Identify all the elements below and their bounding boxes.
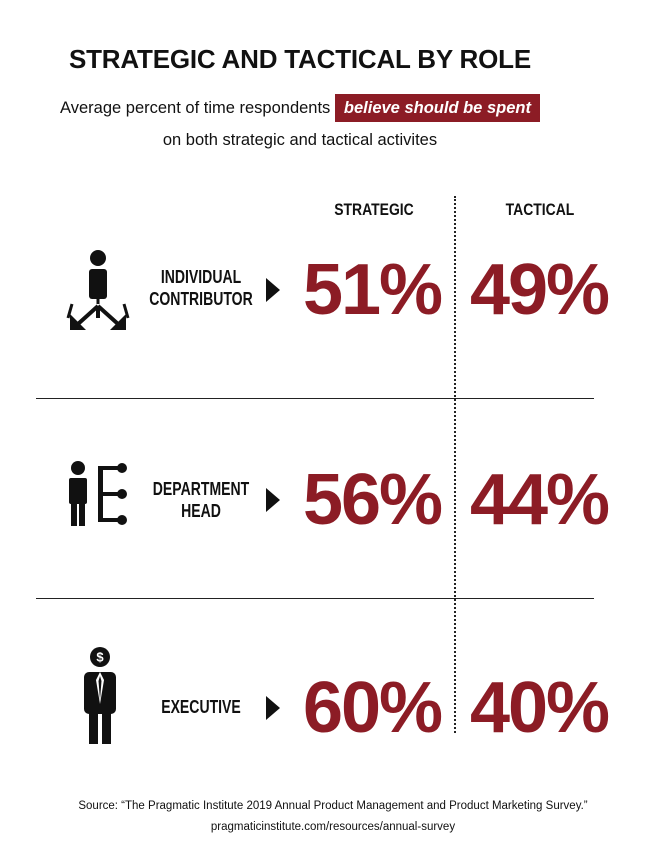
subtitle-highlight: believe should be spent — [334, 94, 540, 122]
row-divider-1 — [36, 398, 594, 399]
value-strategic-individual-contributor: 51% — [302, 250, 443, 330]
column-header-strategic: STRATEGIC — [334, 200, 414, 219]
department-head-icon — [69, 461, 127, 526]
subtitle-after: on both strategic and tactical activites — [162, 131, 438, 149]
role-label-department-head: DEPARTMENT HEAD — [146, 478, 255, 522]
subtitle-before: Average percent of time respondents — [60, 99, 331, 117]
role-label-line: CONTRIBUTOR — [149, 289, 253, 309]
column-divider — [454, 196, 456, 733]
role-label-line: EXECUTIVE — [161, 697, 241, 717]
value-tactical-executive: 40% — [469, 668, 610, 748]
role-label-line: DEPARTMENT — [152, 479, 250, 499]
arrow-right-icon — [266, 488, 280, 512]
column-header-tactical: TACTICAL — [505, 200, 575, 219]
svg-text:$: $ — [96, 650, 104, 665]
value-tactical-individual-contributor: 49% — [469, 250, 610, 330]
chart-title: STRATEGIC AND TACTICAL BY ROLE — [68, 44, 531, 74]
role-label-individual-contributor: INDIVIDUAL CONTRIBUTOR — [146, 266, 255, 310]
value-strategic-executive: 60% — [302, 668, 443, 748]
role-label-line: HEAD — [181, 501, 221, 521]
value-tactical-department-head: 44% — [469, 460, 610, 540]
row-department-head: DEPARTMENT HEAD 56% 44% — [0, 434, 666, 554]
individual-contributor-icon — [66, 250, 130, 330]
arrow-right-icon — [266, 278, 280, 302]
source-note: Source: “The Pragmatic Institute 2019 An… — [0, 796, 666, 838]
role-label-line: INDIVIDUAL — [160, 267, 242, 287]
chart-subtitle: Average percent of time respondents beli… — [0, 92, 600, 156]
row-divider-2 — [36, 598, 594, 599]
role-label-executive: EXECUTIVE — [146, 696, 255, 718]
executive-icon: $ — [84, 647, 116, 744]
arrow-right-icon — [266, 696, 280, 720]
source-url: pragmaticinstitute.com/resources/annual-… — [210, 821, 456, 833]
row-executive: $ EXECUTIVE 60% 40% — [0, 640, 666, 760]
row-individual-contributor: INDIVIDUAL CONTRIBUTOR 51% 49% — [0, 230, 666, 350]
source-citation: Source: “The Pragmatic Institute 2019 An… — [78, 800, 588, 812]
value-strategic-department-head: 56% — [302, 460, 443, 540]
